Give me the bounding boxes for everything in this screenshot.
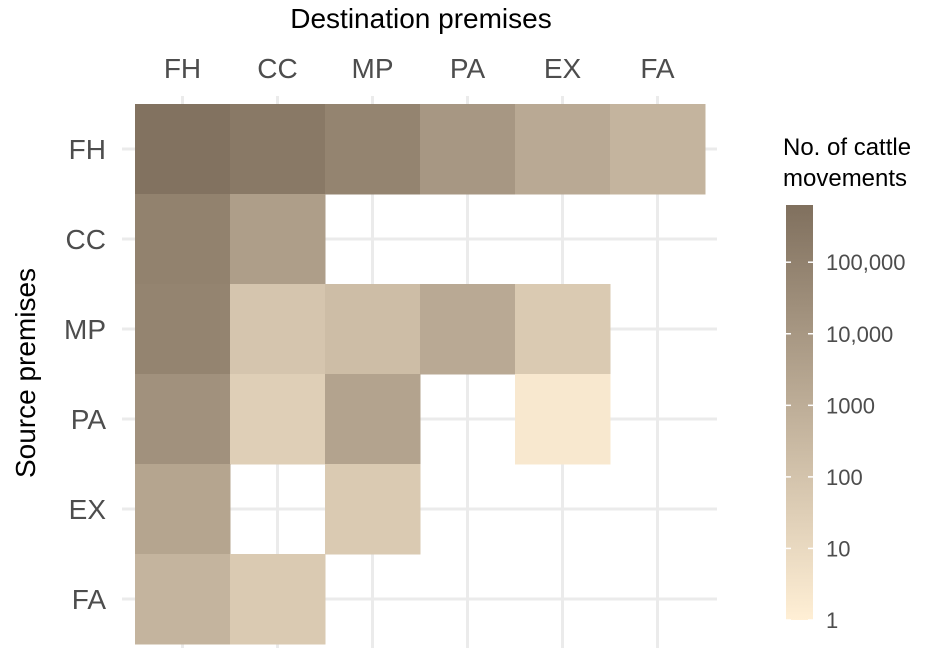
y-tick-label: CC <box>66 224 106 255</box>
heatmap-cell <box>515 104 611 195</box>
y-tick-label: FA <box>72 584 107 615</box>
heatmap-cell <box>420 104 516 195</box>
heatmap-cell <box>135 284 231 375</box>
legend-tick-label: 100,000 <box>826 250 906 275</box>
legend-title-line-1: No. of cattle <box>783 134 911 161</box>
legend-title-line-2: movements <box>783 165 907 192</box>
y-tick-label: EX <box>69 494 107 525</box>
x-tick-label: FH <box>164 53 201 84</box>
x-tick-label: FA <box>640 53 675 84</box>
y-tick-label: MP <box>64 314 106 345</box>
legend-tick-label: 100 <box>826 465 863 490</box>
heatmap-cell <box>135 194 231 285</box>
y-tick-label: FH <box>69 134 106 165</box>
legend-colorbar <box>786 205 813 620</box>
x-tick-label: MP <box>352 53 394 84</box>
heatmap-cell <box>230 194 326 285</box>
heatmap-cell <box>515 374 611 465</box>
y-axis-label: Source premises <box>10 268 41 478</box>
legend-tick-label: 10,000 <box>826 322 893 347</box>
heatmap-cell <box>135 464 231 555</box>
heatmap-cells <box>135 104 706 645</box>
legend: No. of cattle movements 1 10 100 1000 10,000… <box>783 134 911 633</box>
heatmap-cell <box>230 104 326 195</box>
heatmap-cell <box>325 104 421 195</box>
heatmap-cell <box>135 554 231 645</box>
heatmap-cell <box>325 374 421 465</box>
heatmap-cell <box>325 284 421 375</box>
x-axis-label: Destination premises <box>290 3 551 34</box>
heatmap-cell <box>135 104 231 195</box>
heatmap-cell <box>325 464 421 555</box>
x-tick-label: CC <box>257 53 297 84</box>
heatmap-cell <box>420 284 516 375</box>
heatmap-cell <box>135 374 231 465</box>
legend-tick-label: 1000 <box>826 393 875 418</box>
heatmap-cell <box>610 104 706 195</box>
x-tick-label: EX <box>544 53 582 84</box>
heatmap-cell <box>230 554 326 645</box>
legend-ticks: 1 10 100 1000 10,000 100,000 <box>786 250 906 633</box>
heatmap-cell <box>515 284 611 375</box>
heatmap-cell <box>230 284 326 375</box>
legend-tick-label: 1 <box>826 608 838 633</box>
x-tick-label: PA <box>450 53 486 84</box>
x-tick-labels: FH CC MP PA EX FA <box>164 53 675 84</box>
y-tick-labels: FH CC MP PA EX FA <box>64 134 106 615</box>
y-tick-label: PA <box>71 404 107 435</box>
heatmap-cell <box>230 374 326 465</box>
legend-tick-label: 10 <box>826 536 850 561</box>
